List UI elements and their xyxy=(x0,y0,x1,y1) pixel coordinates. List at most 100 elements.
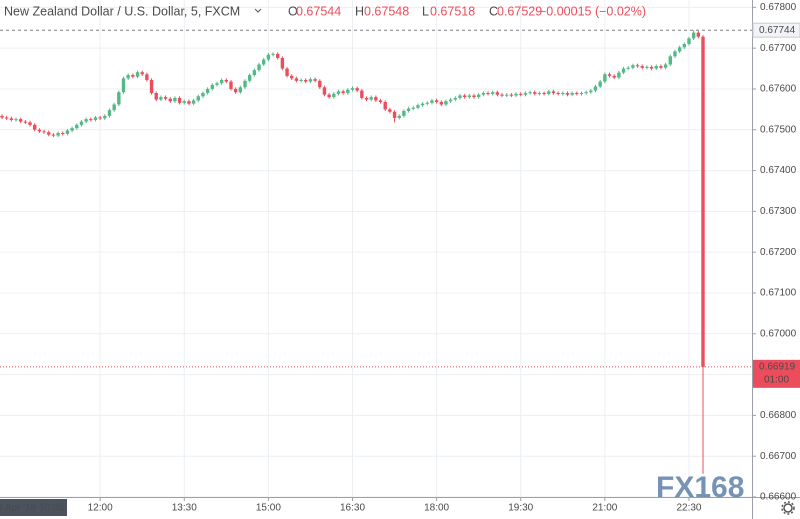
candle-body xyxy=(276,53,280,58)
y-tick-label: 0.67700 xyxy=(760,43,797,54)
candle-body xyxy=(523,93,528,95)
candle-body xyxy=(565,93,570,95)
candle-body xyxy=(350,88,355,90)
candle-body xyxy=(514,93,518,96)
candle-body xyxy=(593,86,598,91)
candle-body xyxy=(238,87,243,93)
ohlc-value: 0.67544 xyxy=(296,4,341,18)
candle-body xyxy=(285,68,289,76)
candle-body xyxy=(374,97,378,101)
candle-body xyxy=(290,75,294,79)
candle-body xyxy=(173,97,177,102)
candle-body xyxy=(215,83,219,85)
candle-body xyxy=(187,101,191,104)
candle-body xyxy=(533,92,537,94)
candle-body xyxy=(364,97,369,100)
candle-body xyxy=(500,94,504,96)
candle-body xyxy=(621,68,626,73)
candle-body xyxy=(191,100,196,104)
change-value: −0.00015 (−0.02%) xyxy=(539,4,646,18)
candle-body xyxy=(336,91,341,94)
y-tick-label: 0.67500 xyxy=(760,124,797,135)
y-tick-label: 0.66800 xyxy=(760,410,797,421)
candle-body xyxy=(149,79,154,94)
x-tick-label: 16:30 xyxy=(340,503,365,514)
candle-body xyxy=(332,93,336,98)
settings-button[interactable] xyxy=(781,501,795,515)
candle-body xyxy=(635,65,640,67)
candle-body xyxy=(262,59,266,65)
candle-body xyxy=(14,119,18,121)
candle-body xyxy=(383,102,387,110)
candle-body xyxy=(556,93,560,95)
candle-body xyxy=(308,79,313,82)
candle-body xyxy=(103,115,107,119)
candle-body xyxy=(126,75,130,79)
candle-body xyxy=(135,72,140,77)
candle-body xyxy=(491,92,495,94)
candle-body xyxy=(416,105,420,108)
y-tick-label: 0.67300 xyxy=(760,206,797,217)
last-price-badge xyxy=(753,359,800,388)
candle-body xyxy=(481,93,486,95)
candle-body xyxy=(229,81,233,89)
candle-body xyxy=(462,95,467,98)
candle-body xyxy=(570,93,574,95)
candle-body xyxy=(140,72,144,75)
plot-area xyxy=(0,29,752,474)
candle-body xyxy=(687,38,691,45)
candle-body xyxy=(112,104,116,111)
candle-body xyxy=(411,107,415,109)
candle-body xyxy=(509,94,514,96)
candle-body xyxy=(18,119,23,122)
last-price-label: 0.66919 xyxy=(759,361,796,372)
candle-body xyxy=(23,121,28,123)
gear-teeth[interactable] xyxy=(781,501,795,515)
candle-body xyxy=(266,54,271,60)
candle-body xyxy=(313,79,317,81)
gear-icon[interactable] xyxy=(783,503,793,513)
candle-body xyxy=(388,109,392,112)
candle-body xyxy=(654,66,658,69)
candle-body xyxy=(547,91,551,94)
candle-body xyxy=(233,88,238,93)
candle-body xyxy=(33,124,37,130)
candle-body xyxy=(453,97,458,100)
candle-body xyxy=(168,98,172,102)
candle-body xyxy=(304,79,308,82)
candle-body xyxy=(205,88,210,94)
y-tick-label: 0.66700 xyxy=(760,451,797,462)
x-tick-label: 13:30 xyxy=(172,503,197,514)
candle-body xyxy=(458,95,462,98)
candle-body xyxy=(159,97,163,100)
countdown-label: 01:00 xyxy=(764,374,789,385)
candle-body xyxy=(561,93,565,95)
candle-body xyxy=(107,110,112,116)
candle-body xyxy=(9,118,14,120)
ohlc-key: L xyxy=(422,4,429,18)
candle-body xyxy=(598,81,602,87)
candle-body xyxy=(537,93,542,95)
ohlc-value: 0.67529 xyxy=(497,4,542,18)
candle-body xyxy=(0,115,4,118)
candle-body xyxy=(476,94,481,98)
chevron-icon[interactable] xyxy=(254,8,262,13)
candle-body xyxy=(89,119,93,121)
candle-body xyxy=(649,66,654,69)
candle-body xyxy=(224,79,229,82)
y-tick-label: 0.67600 xyxy=(760,84,797,95)
y-tick-label: 0.67400 xyxy=(760,165,797,176)
candle-body xyxy=(79,121,84,125)
watermark: FX168 xyxy=(656,471,744,504)
y-tick-label: 0.67800 xyxy=(760,2,797,13)
candle-body xyxy=(472,95,476,98)
candle-body xyxy=(603,74,607,82)
candle-body xyxy=(448,99,453,102)
candle-body xyxy=(397,115,401,118)
candle-body xyxy=(691,32,696,39)
candle-body xyxy=(701,36,705,367)
candle-body xyxy=(56,133,60,136)
